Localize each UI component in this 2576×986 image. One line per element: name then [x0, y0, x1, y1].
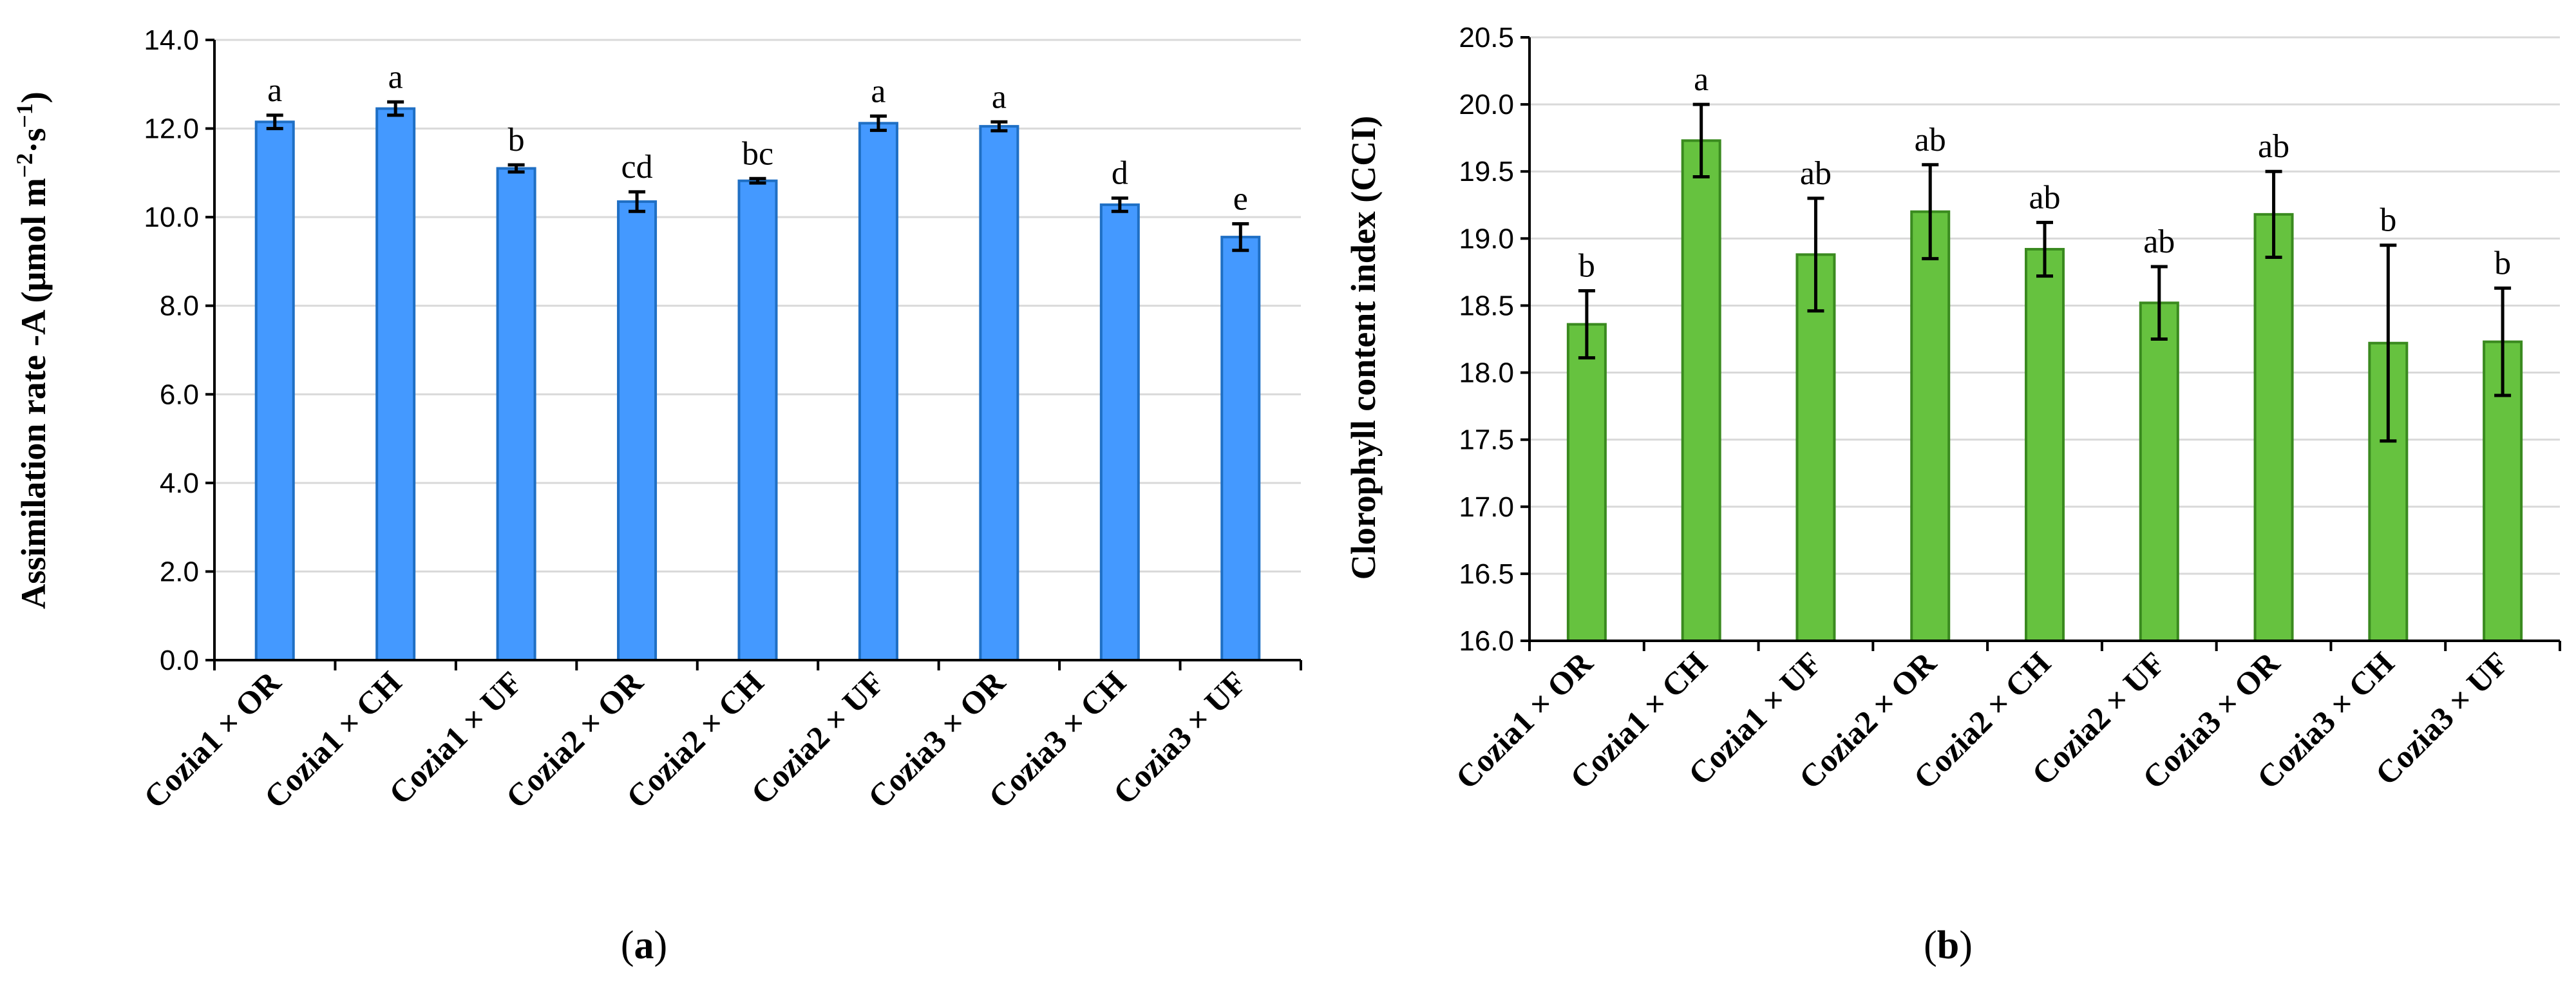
chart-a-axes: [213, 40, 1301, 661]
chart-a-bar: [1220, 236, 1261, 661]
chart-b-error-bar: [2494, 286, 2512, 397]
chart-b-error-bar: [1692, 102, 1710, 179]
chart-a-error-bar: [1111, 196, 1128, 213]
chart-a-significance-letter: b: [508, 122, 525, 158]
chart-a-error-bar: [869, 114, 887, 132]
chart-a-y-ticks: 0.0 2.0 4.0 6.0 8.0 10.0 12.0 14.0: [144, 24, 214, 676]
chart-b-error-bar: [2150, 265, 2168, 341]
chart-b-bar: [1910, 210, 1951, 642]
chart-b-y-tick-label: 19.0: [1459, 223, 1514, 254]
chart-a-significance-letter: d: [1112, 155, 1128, 192]
chart-b-significance-letter: b: [1578, 248, 1595, 285]
chart-b-bar: [1795, 253, 1836, 642]
chart-a-ylabel: Assimilation rate -A (μmol m−2·s−1): [12, 91, 53, 609]
chart-a-bars: a a b cd bc a a d e: [254, 59, 1261, 661]
chart-b-significance-letter: b: [2494, 245, 2511, 281]
chart-b-significance-letter: a: [1694, 61, 1709, 98]
chart-b-significance-letter: ab: [2143, 223, 2175, 260]
chart-a-bar: [254, 120, 295, 661]
chart-a-error-bar: [387, 100, 404, 117]
chart-b-bar: [1566, 323, 1607, 642]
chart-b-error-bar: [2036, 220, 2053, 278]
chart-b-significance-letter: ab: [1915, 122, 1946, 158]
chart-a-significance-letter: a: [267, 72, 282, 109]
chart-a-error-bar: [507, 163, 525, 174]
chart-a-significance-letter: bc: [742, 135, 773, 172]
chart-b-bar: [2253, 213, 2294, 642]
chart-b-bar: [2139, 301, 2179, 642]
chart-a-bar: [737, 179, 778, 661]
chart-b-axes: [1528, 37, 2560, 642]
chart-a-bar: [617, 200, 658, 661]
chart-b-significance-letter: b: [2380, 202, 2396, 239]
chart-b-panel-label: (b): [1924, 924, 1973, 967]
chart-a-bar: [858, 122, 898, 661]
chart-a-error-bar: [990, 120, 1008, 133]
chart-a-y-tick-label: 10.0: [144, 202, 199, 233]
chart-a-bar: [375, 107, 416, 661]
chart-a-y-tick-label: 6.0: [160, 379, 199, 410]
chart-a-error-bar: [1232, 222, 1249, 252]
chart-a: Assimilation rate -A (μmol m−2·s−1) 0.0 2…: [12, 24, 1302, 967]
chart-a-significance-letter: a: [992, 79, 1007, 115]
chart-a-significance-letter: e: [1233, 180, 1248, 217]
chart-b-y-tick-label: 18.0: [1459, 357, 1514, 389]
chart-b-bars: b a ab ab ab ab ab b b: [1566, 61, 2523, 643]
chart-a-y-tick-label: 4.0: [160, 468, 199, 499]
chart-b-y-tick-label: 17.5: [1459, 424, 1514, 456]
chart-b-y-tick-label: 20.0: [1459, 89, 1514, 120]
chart-a-y-tick-label: 2.0: [160, 556, 199, 587]
chart-a-y-tick-label: 8.0: [160, 290, 199, 322]
chart-a-bar: [979, 125, 1019, 661]
chart-a-significance-letter: cd: [621, 149, 653, 185]
chart-b-y-tick-label: 20.5: [1459, 22, 1514, 53]
chart-b-y-tick-label: 17.0: [1459, 491, 1514, 523]
chart-b-error-bar: [2380, 243, 2397, 443]
chart-b-error-bar: [1922, 163, 1939, 261]
chart-b-y-ticks: 16.0 16.5 17.0 17.5 18.0 18.5 19.0 19.5 20.0 20.5: [1459, 22, 1530, 657]
chart-a-bar: [496, 167, 536, 661]
chart-b-y-tick-label: 19.5: [1459, 156, 1514, 187]
chart-b-error-bar: [1807, 196, 1824, 313]
chart-a-y-tick-label: 14.0: [144, 24, 199, 56]
chart-b-y-tick-label: 16.5: [1459, 558, 1514, 590]
chart-a-y-tick-label: 12.0: [144, 113, 199, 145]
chart-b-error-bar: [2265, 169, 2282, 259]
chart-b-error-bar: [1578, 289, 1595, 360]
chart-a-panel-label: (a): [621, 924, 667, 967]
chart-b-bar: [2025, 247, 2065, 643]
chart-a-error-bar: [629, 190, 646, 213]
chart-b-y-tick-label: 18.5: [1459, 290, 1514, 321]
chart-b-significance-letter: ab: [1800, 155, 1832, 192]
chart-b-significance-letter: ab: [2029, 179, 2060, 216]
chart-a-error-bar: [749, 176, 766, 185]
chart-b-significance-letter: ab: [2258, 128, 2289, 165]
chart-a-bar: [1099, 203, 1140, 661]
chart-b-y-tick-label: 16.0: [1459, 625, 1514, 657]
chart-b-ylabel: Clorophyll content index (CCI): [1344, 116, 1383, 580]
chart-a-y-tick-label: 0.0: [160, 645, 199, 676]
chart-a-significance-letter: a: [871, 73, 886, 109]
chart-b: Clorophyll content index (CCI) 16.016.51…: [1344, 22, 2561, 967]
chart-b-bar: [1681, 139, 1721, 642]
chart-a-significance-letter: a: [388, 59, 403, 95]
chart-a-error-bar: [266, 113, 283, 131]
